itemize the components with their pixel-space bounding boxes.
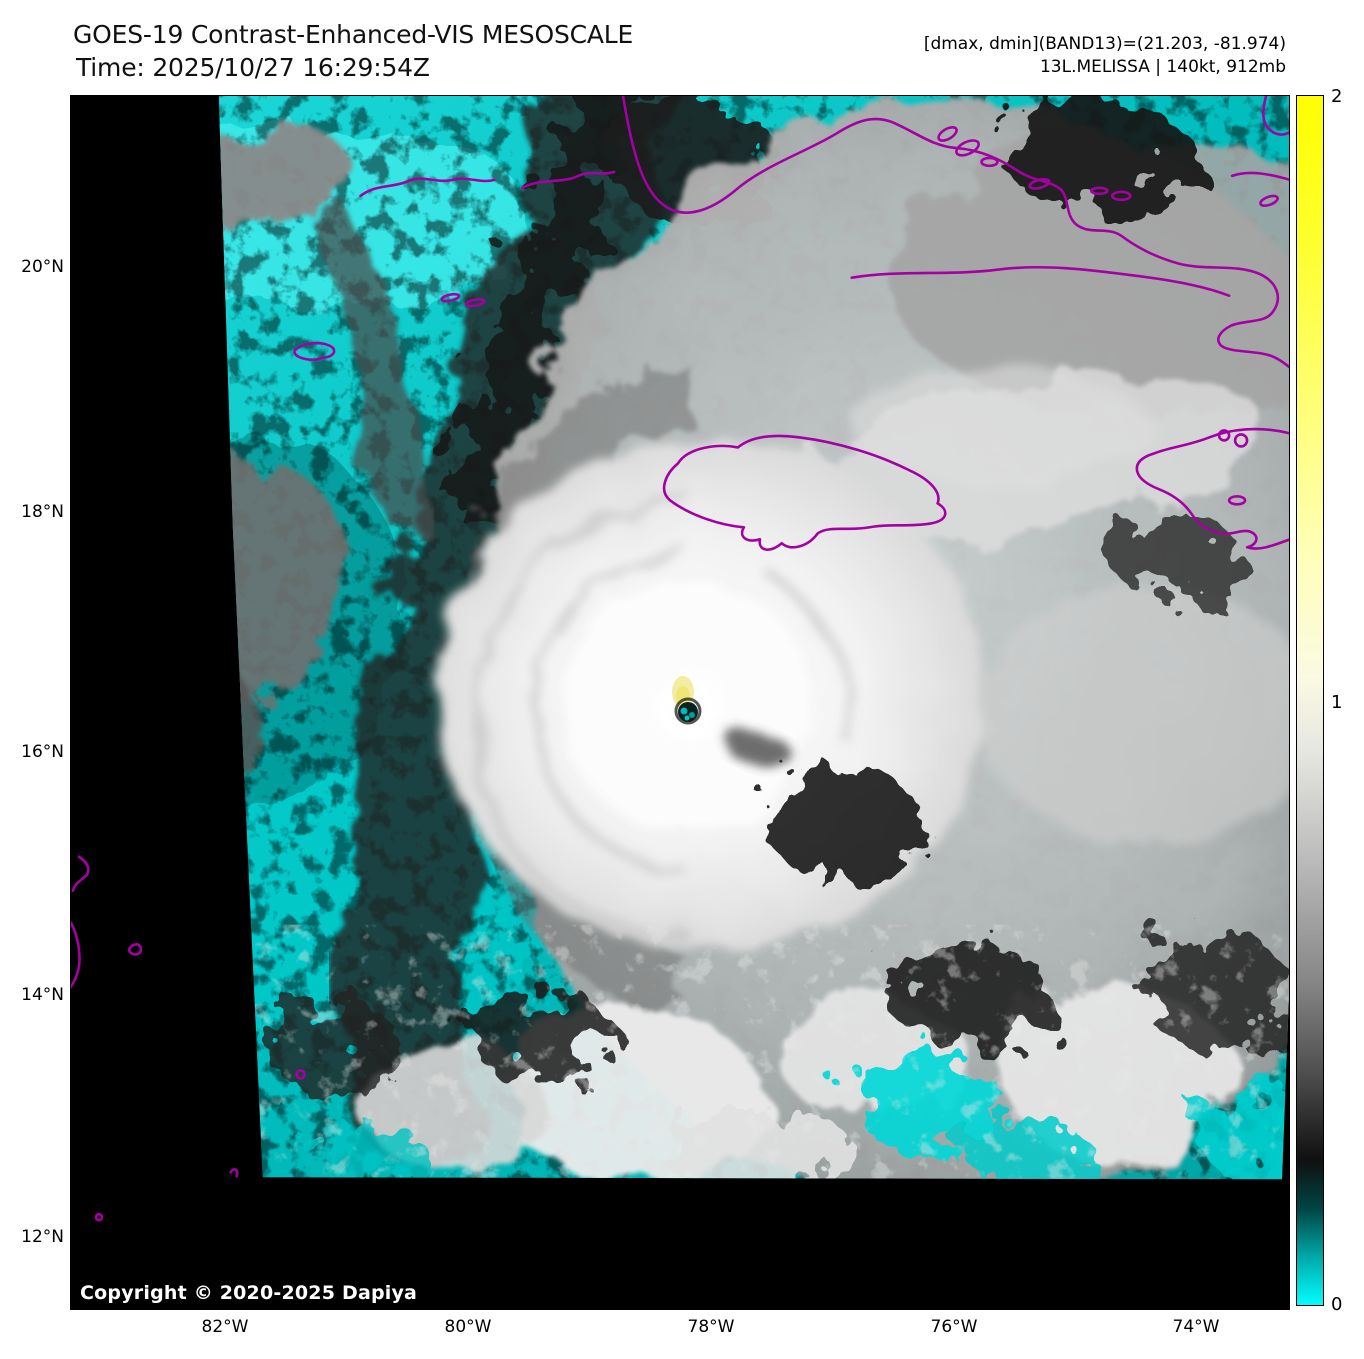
- colorbar-tick-0: 0: [1331, 1294, 1343, 1315]
- lon-label-82w: 82°W: [201, 1317, 249, 1337]
- colorbar-tick-1: 1: [1331, 692, 1343, 713]
- lat-label-20n: 20°N: [21, 257, 64, 277]
- coastline-central-america: [71, 855, 306, 1222]
- coastline-cuba: [359, 96, 1289, 369]
- timestamp-label: Time: 2025/10/27 16:29:54Z: [76, 53, 430, 82]
- colorbar: [1296, 95, 1324, 1306]
- page-title: GOES-19 Contrast-Enhanced-VIS MESOSCALE: [73, 20, 634, 49]
- lon-label-74w: 74°W: [1172, 1317, 1220, 1337]
- satellite-plot: Copyright © 2020-2025 Dapiya: [70, 95, 1290, 1310]
- coastline-jamaica: [662, 434, 947, 551]
- lat-label-16n: 16°N: [21, 742, 64, 762]
- coastlines: [71, 96, 1289, 1222]
- satellite-image: [71, 96, 1289, 1309]
- copyright-label: Copyright © 2020-2025 Dapiya: [80, 1282, 418, 1304]
- lon-label-76w: 76°W: [930, 1317, 978, 1337]
- hurricane-eye: [658, 676, 718, 739]
- band-info-line: [dmax, dmin](BAND13)=(21.203, -81.974): [923, 34, 1286, 54]
- data-swath: [218, 96, 1289, 1180]
- storm-id-line: 13L.MELISSA | 140kt, 912mb: [1039, 57, 1286, 77]
- coastline-hispaniola: [1135, 427, 1289, 550]
- storm-info-block: [dmax, dmin](BAND13)=(21.203, -81.974) 1…: [924, 33, 1286, 79]
- lon-label-78w: 78°W: [687, 1317, 735, 1337]
- lon-label-80w: 80°W: [444, 1317, 492, 1337]
- coastline-cayman-islands: [293, 292, 486, 362]
- lat-label-18n: 18°N: [21, 502, 64, 522]
- convection-south: [220, 924, 1289, 1180]
- colorbar-tick-2: 2: [1331, 86, 1343, 107]
- lat-label-12n: 12°N: [21, 1227, 64, 1247]
- spiral-bands: [470, 490, 852, 945]
- hurricane-melissa: [435, 360, 985, 1020]
- lat-label-14n: 14°N: [21, 985, 64, 1005]
